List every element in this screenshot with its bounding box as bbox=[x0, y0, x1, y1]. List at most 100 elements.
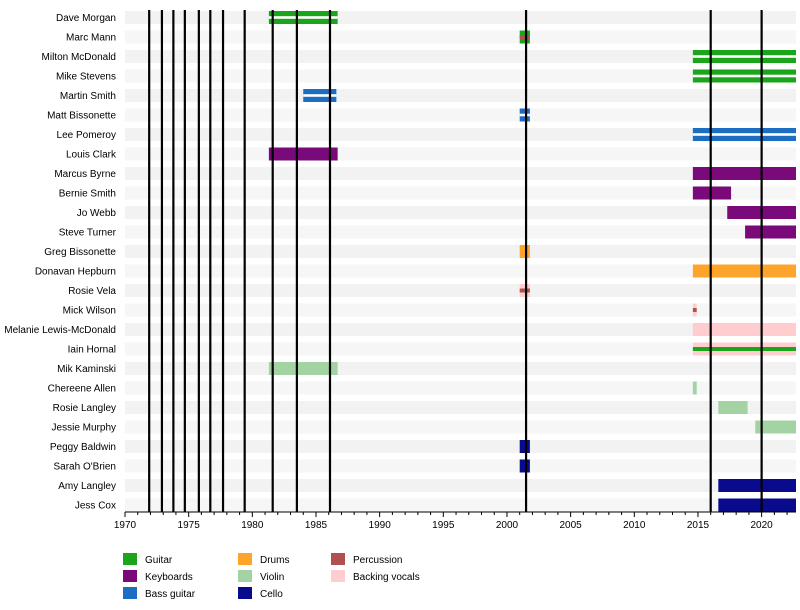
row-bands bbox=[125, 11, 796, 512]
tenure-bar-stripe bbox=[519, 113, 530, 117]
member-label: Lee Pomeroy bbox=[57, 130, 116, 141]
legend-label: Cello bbox=[260, 589, 283, 600]
release-lines bbox=[148, 10, 763, 512]
member-label: Rosie Vela bbox=[68, 286, 116, 297]
row-band bbox=[125, 186, 796, 200]
tenure-bar-stripe bbox=[692, 133, 796, 136]
row-band bbox=[125, 342, 796, 356]
tenure-bar bbox=[268, 147, 338, 161]
tenure-bar bbox=[268, 362, 338, 375]
member-label: Greg Bissonette bbox=[44, 247, 116, 258]
row-band bbox=[125, 69, 796, 83]
legend-swatch bbox=[238, 553, 252, 565]
row-band bbox=[125, 459, 796, 473]
row-band bbox=[125, 167, 796, 180]
row-band bbox=[125, 362, 796, 375]
row-band bbox=[125, 381, 796, 395]
row-band bbox=[125, 440, 796, 453]
row-band bbox=[125, 147, 796, 161]
legend-swatch bbox=[123, 570, 137, 582]
legend-swatch bbox=[123, 553, 137, 565]
tenure-bar bbox=[692, 186, 732, 200]
legend-swatch bbox=[238, 587, 252, 599]
row-band bbox=[125, 264, 796, 278]
row-band bbox=[125, 284, 796, 297]
x-tick-label: 1995 bbox=[432, 520, 455, 531]
x-tick-label: 1990 bbox=[369, 520, 392, 531]
tenure-bar bbox=[718, 401, 748, 414]
x-tick-label: 2010 bbox=[623, 520, 646, 531]
member-label: Jessie Murphy bbox=[52, 423, 116, 434]
legend-label: Bass guitar bbox=[145, 589, 196, 600]
x-tick-label: 1985 bbox=[305, 520, 328, 531]
legend: Guitar Keyboards Bass guitar Drums Violin Cel… bbox=[123, 553, 420, 600]
row-band bbox=[125, 401, 796, 414]
tenure-bar-stripe bbox=[268, 16, 338, 19]
tenure-bar bbox=[519, 35, 530, 39]
member-label: Mike Stevens bbox=[56, 72, 116, 83]
row-band bbox=[125, 89, 796, 102]
tenure-bar bbox=[692, 167, 796, 180]
x-tick-label: 1975 bbox=[178, 520, 201, 531]
member-label: Milton McDonald bbox=[42, 52, 116, 63]
row-band bbox=[125, 420, 796, 434]
legend-swatch bbox=[123, 587, 137, 599]
legend-label: Percussion bbox=[353, 555, 402, 566]
row-band bbox=[125, 128, 796, 141]
x-axis: 1970 1975 1980 1985 1990 1995 2000 2005 2010 2015… bbox=[114, 511, 796, 531]
x-tick-label: 2000 bbox=[496, 520, 519, 531]
x-tick-label: 2015 bbox=[687, 520, 710, 531]
tenure-bar bbox=[692, 308, 697, 312]
member-label: Louis Clark bbox=[66, 150, 117, 161]
legend-swatch bbox=[331, 553, 345, 565]
row-band bbox=[125, 479, 796, 492]
tenure-bar-stripe bbox=[692, 74, 796, 78]
row-band bbox=[125, 225, 796, 239]
legend-label: Backing vocals bbox=[353, 572, 420, 583]
legend-label: Guitar bbox=[145, 555, 173, 566]
member-label: Mik Kaminski bbox=[57, 364, 116, 375]
legend-swatch bbox=[331, 570, 345, 582]
member-label: Peggy Baldwin bbox=[50, 442, 116, 453]
legend-label: Violin bbox=[260, 572, 284, 583]
row-band bbox=[125, 11, 796, 24]
x-tick-label: 2020 bbox=[750, 520, 773, 531]
tenure-bar bbox=[692, 347, 796, 351]
tenure-bar bbox=[718, 498, 796, 512]
row-band bbox=[125, 323, 796, 336]
member-label: Melanie Lewis-McDonald bbox=[4, 325, 116, 336]
tenure-bar bbox=[519, 459, 530, 473]
row-band bbox=[125, 50, 796, 63]
row-band bbox=[125, 303, 796, 317]
member-label: Amy Langley bbox=[58, 481, 116, 492]
tenure-bar-stripe bbox=[692, 55, 796, 58]
x-tick-label: 1980 bbox=[241, 520, 264, 531]
member-labels: Dave Morgan Marc Mann Milton McDonald Mike … bbox=[4, 13, 117, 512]
member-label: Marcus Byrne bbox=[54, 169, 116, 180]
tenure-bar bbox=[755, 420, 796, 434]
tenure-bar bbox=[519, 288, 530, 293]
row-band bbox=[125, 498, 796, 512]
tenure-bar bbox=[718, 479, 796, 492]
row-band bbox=[125, 206, 796, 219]
member-label: Bernie Smith bbox=[59, 189, 116, 200]
member-label: Jess Cox bbox=[75, 501, 116, 512]
member-label: Donavan Hepburn bbox=[35, 267, 116, 278]
member-label: Mick Wilson bbox=[63, 306, 116, 317]
legend-label: Keyboards bbox=[145, 572, 193, 583]
member-label: Matt Bissonette bbox=[47, 111, 116, 122]
tenure-bar bbox=[692, 381, 697, 395]
member-label: Rosie Langley bbox=[53, 403, 116, 414]
tenure-bar bbox=[692, 264, 796, 278]
legend-swatch bbox=[238, 570, 252, 582]
member-label: Jo Webb bbox=[77, 208, 117, 219]
row-band bbox=[125, 245, 796, 258]
row-band bbox=[125, 30, 796, 44]
tenure-bar bbox=[519, 245, 530, 258]
tenure-bar bbox=[519, 440, 530, 453]
member-label: Steve Turner bbox=[59, 228, 117, 239]
member-label: Sarah O'Brien bbox=[54, 462, 117, 473]
legend-label: Drums bbox=[260, 555, 289, 566]
row-band bbox=[125, 108, 796, 122]
